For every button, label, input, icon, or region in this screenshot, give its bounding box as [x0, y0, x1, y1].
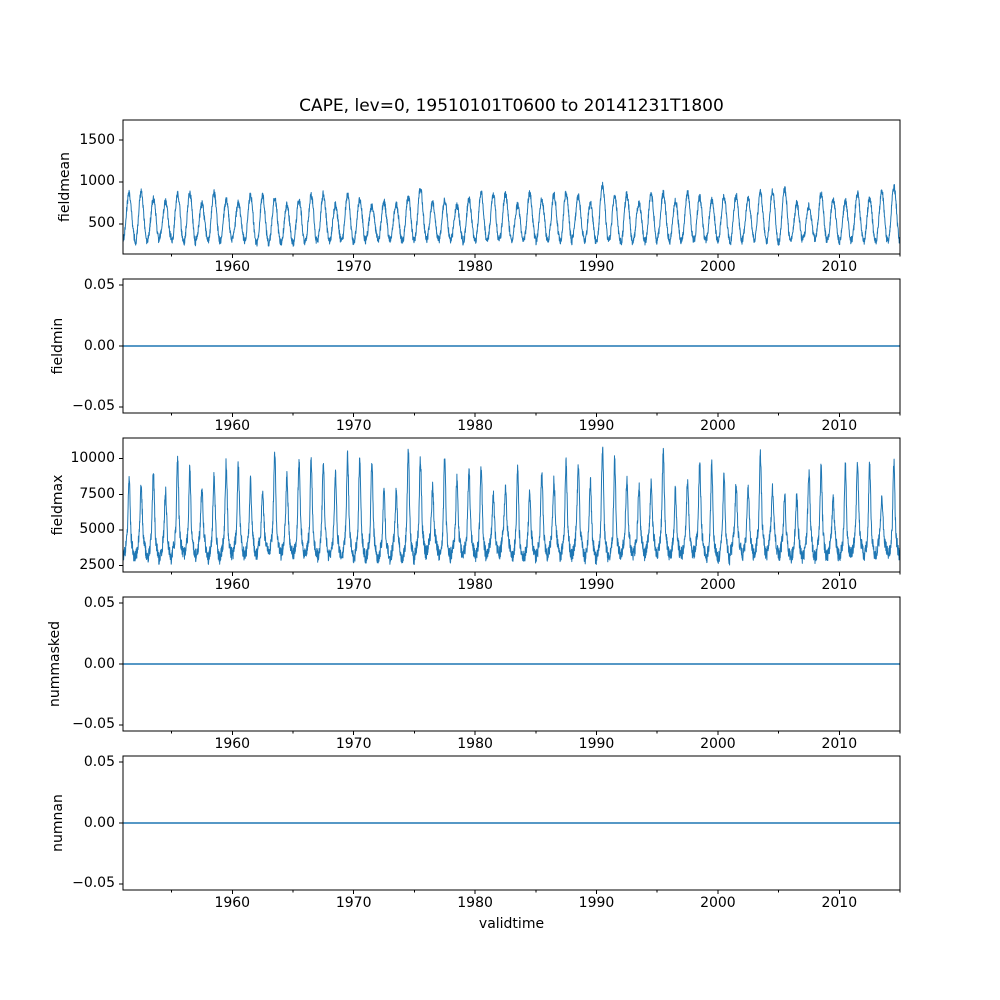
y-tick-label-fieldmean: 500 [88, 215, 115, 232]
x-tick-label: 1980 [457, 259, 493, 275]
subplot-fieldmax [119, 437, 901, 576]
x-tick-label: 2000 [700, 895, 736, 911]
x-tick-label: 1990 [578, 895, 615, 911]
axes-frame [122, 437, 901, 573]
x-tick-label: 1980 [457, 736, 493, 752]
x-tick-label: 1970 [335, 577, 372, 593]
series-line-fieldmax [122, 446, 901, 566]
x-tick-label: 2010 [821, 577, 858, 593]
x-tick-label: 1990 [578, 418, 615, 434]
x-tick-label: 2010 [821, 418, 858, 434]
x-tick-label: 2010 [821, 736, 858, 752]
y-tick-label-fieldmin: 0.00 [83, 337, 115, 354]
x-tick-label: 1970 [335, 736, 372, 752]
x-tick-label: 2000 [700, 736, 736, 752]
x-tick-label: 1990 [578, 736, 615, 752]
y-axis-label-fieldmin: fieldmin [50, 317, 66, 375]
series-line-fieldmean [122, 181, 901, 247]
y-axis-label-numnan: numnan [50, 794, 66, 852]
x-tick-label: 1980 [457, 577, 493, 593]
x-tick-label: 1990 [578, 577, 615, 593]
x-tick-label: 1990 [578, 259, 615, 275]
y-tick-label-fieldmean: 1500 [79, 131, 115, 148]
subplot-nummasked [119, 596, 901, 735]
y-axis-label-fieldmax: fieldmax [50, 474, 66, 536]
y-tick-label-fieldmean: 1000 [79, 173, 115, 190]
y-tick-label-fieldmin: 0.05 [83, 276, 115, 293]
x-tick-label: 1960 [214, 577, 251, 593]
x-tick-label: 1970 [335, 418, 372, 434]
x-tick-label: 2010 [821, 895, 858, 911]
y-tick-label-fieldmax: 7500 [79, 485, 115, 502]
x-tick-label: 1980 [457, 418, 493, 434]
y-tick-label-nummasked: 0.00 [83, 655, 115, 672]
x-tick-label: 1960 [214, 736, 251, 752]
y-tick-label-numnan: 0.00 [83, 814, 115, 831]
y-tick-label-numnan: −0.05 [72, 875, 115, 892]
y-tick-label-fieldmin: −0.05 [72, 398, 115, 415]
y-tick-label-fieldmax: 10000 [70, 450, 115, 467]
x-tick-label: 1980 [457, 895, 493, 911]
x-tick-label: 2000 [700, 577, 736, 593]
x-tick-label: 1960 [214, 895, 251, 911]
subplot-fieldmin [119, 278, 901, 417]
axes-frame [122, 119, 901, 255]
y-tick-label-numnan: 0.05 [83, 753, 115, 770]
x-tick-label: 2000 [700, 259, 736, 275]
x-tick-label: 1970 [335, 895, 372, 911]
subplot-fieldmean [119, 119, 901, 258]
y-tick-label-nummasked: −0.05 [72, 716, 115, 733]
x-tick-label: 1970 [335, 259, 372, 275]
chart-title: CAPE, lev=0, 19510101T0600 to 20141231T1… [299, 96, 724, 116]
y-tick-label-fieldmax: 5000 [79, 521, 115, 538]
y-tick-label-nummasked: 0.05 [83, 594, 115, 611]
x-tick-label: 1960 [214, 259, 251, 275]
y-axis-label-nummasked: nummasked [47, 621, 63, 708]
x-tick-label: 2000 [700, 418, 736, 434]
y-tick-label-fieldmax: 2500 [79, 557, 115, 574]
subplot-numnan [119, 755, 901, 894]
x-tick-label: 2010 [821, 259, 858, 275]
x-axis-label: validtime [478, 916, 545, 932]
x-tick-label: 1960 [214, 418, 251, 434]
y-axis-label-fieldmean: fieldmean [57, 152, 73, 222]
